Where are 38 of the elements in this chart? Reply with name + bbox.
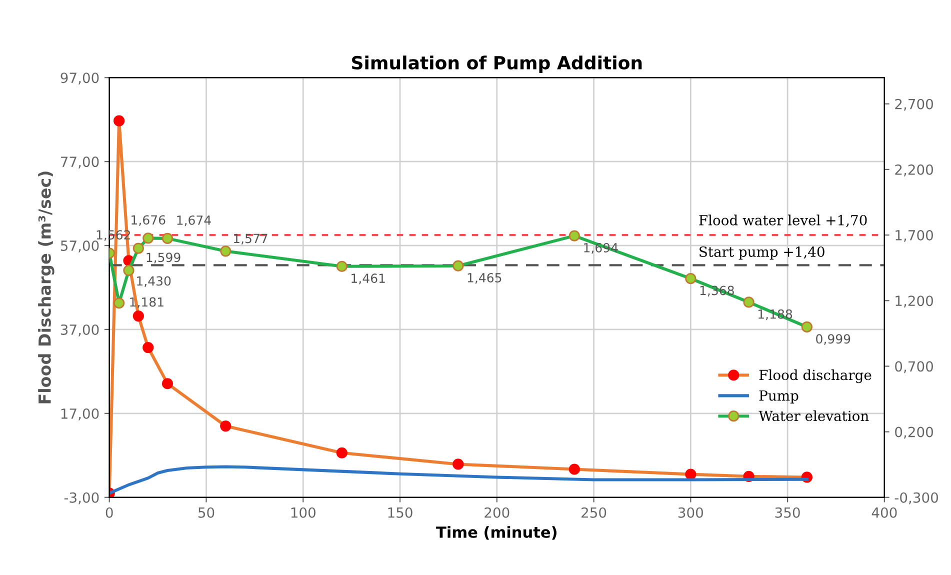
y-tick-label: 17,00 [61, 408, 99, 420]
data-label: 1,461 [352, 274, 385, 284]
x-tick-label: 100 [291, 507, 316, 518]
y2-tick-label: 1,700 [896, 230, 933, 242]
y-tick-label: 77,00 [61, 156, 99, 168]
y-tick-label: -3,00 [64, 492, 99, 504]
x-tick-label: 50 [198, 507, 214, 518]
data-label: 1,465 [468, 273, 502, 284]
y2-tick-label: 1,200 [896, 296, 933, 308]
y-tick-label: 57,00 [60, 240, 99, 252]
y2-tick-label: 2,700 [895, 98, 933, 111]
ref-line-label: Flood water level +1,70 [699, 214, 867, 228]
x-tick-label: 300 [678, 507, 703, 518]
x-tick-label: 400 [872, 507, 897, 518]
x-tick-label: 350 [775, 507, 800, 518]
x-tick-label: 0 [106, 507, 113, 518]
legend-label: Flood discharge [759, 369, 872, 384]
legend-label: Pump [759, 390, 798, 404]
y-tick-label: 37,00 [60, 324, 99, 336]
y-tick-label: 97,00 [60, 72, 99, 85]
data-label: 1,674 [177, 215, 211, 226]
x-tick-label: 200 [484, 507, 510, 518]
chart-title: Simulation of Pump Addition [352, 56, 642, 74]
legend-label: Water elevation [758, 410, 869, 422]
x-tick-label: 250 [582, 507, 606, 518]
y2-tick-label: 0,700 [895, 361, 933, 374]
y2-tick-label: 0,200 [895, 426, 933, 439]
ref-line-label: Start pump +1,40 [700, 246, 824, 260]
y-axis-title: Flood Discharge (m³/sec) [38, 172, 54, 404]
y2-tick-label: -0,300 [894, 492, 938, 504]
data-label: 0,999 [816, 334, 850, 345]
data-label: 1,676 [132, 215, 166, 226]
data-label: 1,577 [234, 234, 268, 244]
x-tick-label: 150 [388, 507, 412, 518]
y2-tick-label: 2,200 [895, 164, 933, 176]
data-label: 1,430 [137, 276, 171, 287]
data-label: 1,599 [146, 252, 180, 264]
x-axis-title: Time (minute) [436, 526, 556, 540]
